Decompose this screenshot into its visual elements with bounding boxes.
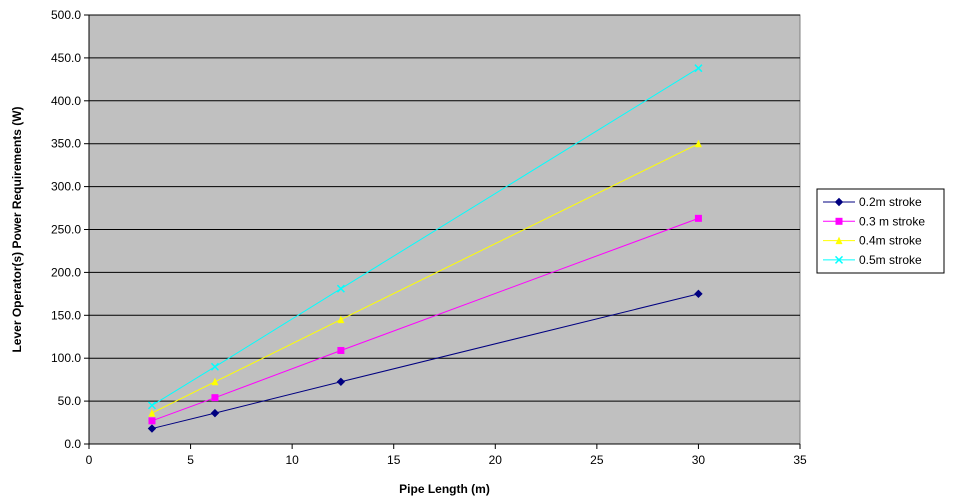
series-4 [147,64,703,410]
y-tick-label: 300.0 [51,180,81,194]
legend-marker [834,197,844,207]
data-point [148,409,156,417]
y-axis-title: Lever Operator(s) Power Requirements (W) [10,106,24,352]
legend-label: 0.5m stroke [859,253,922,267]
x-tick-label: 15 [387,453,401,467]
data-point [694,64,703,73]
legend-marker [835,217,843,225]
y-tick-label: 250.0 [51,223,81,237]
data-point [694,139,702,148]
axes [84,14,801,449]
legend-marker [835,236,843,245]
y-tick-label: 500.0 [51,8,81,22]
data-point [148,417,156,425]
data-point [694,214,702,222]
y-tick-label: 400.0 [51,94,81,108]
y-tick-label: 50.0 [58,394,82,408]
series-line [151,143,699,414]
y-tick-label: 100.0 [51,351,81,365]
x-tick-label: 20 [489,453,503,467]
data-point [211,377,219,386]
series-line [151,217,699,422]
x-tick-label: 30 [692,453,706,467]
data-point [210,408,220,418]
y-tick-label: 200.0 [51,265,81,279]
y-tick-labels: 0.0 50.0 100.0 150.0 200.0 250.0 300.0 350.0 400… [51,8,81,451]
data-point [336,377,346,387]
legend-item: 0.5m stroke [823,253,922,267]
legend-label: 0.2m stroke [859,195,922,209]
data-point [337,315,345,324]
x-tick-labels: 0 5 10 15 20 25 30 35 [86,453,807,467]
series-line [151,293,699,430]
x-axis-title: Pipe Length (m) [399,482,490,496]
x-tick-label: 5 [187,453,194,467]
series-3 [148,139,702,417]
series-1 [147,289,703,433]
x-tick-label: 10 [285,453,299,467]
legend-item: 0.2m stroke [823,195,922,209]
x-tick-label: 0 [86,453,93,467]
x-tick-label: 25 [590,453,604,467]
data-point [147,424,157,433]
legend-item: 0.4m stroke [823,234,922,248]
series-line [151,67,699,406]
y-tick-label: 350.0 [51,137,81,151]
y-tick-label: 0.0 [64,437,81,451]
data-point [147,401,157,410]
data-point [211,394,219,402]
gridlines [89,14,800,402]
legend-label: 0.3 m stroke [859,214,925,228]
y-tick-label: 450.0 [51,51,81,65]
legend-label: 0.4m stroke [859,234,922,248]
y-tick-label: 150.0 [51,308,81,322]
data-point [336,284,345,293]
data-point [210,362,219,371]
series-2 [148,214,702,425]
legend: 0.2m stroke 0.3 m stroke 0.4m stroke 0.5m s… [816,188,945,274]
legend-item: 0.3 m stroke [823,214,925,228]
series-group [147,64,703,433]
x-tick-label: 35 [793,453,807,467]
legend-marker [834,255,844,264]
data-point [337,346,345,354]
data-point [694,289,703,299]
